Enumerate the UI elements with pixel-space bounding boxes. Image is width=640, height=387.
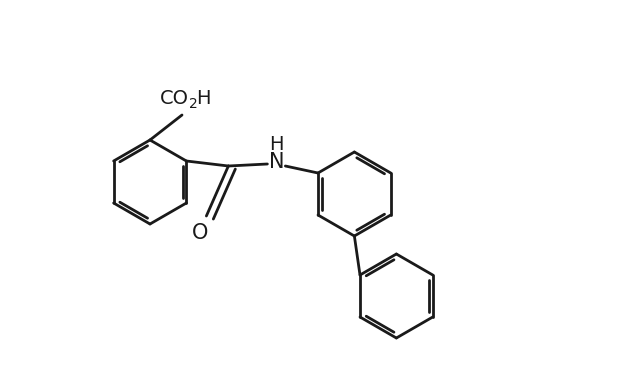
Text: O: O xyxy=(192,223,209,243)
Text: N: N xyxy=(269,152,284,172)
Text: H: H xyxy=(196,89,211,108)
Text: CO: CO xyxy=(160,89,189,108)
Text: 2: 2 xyxy=(189,96,197,111)
Text: H: H xyxy=(269,135,284,154)
